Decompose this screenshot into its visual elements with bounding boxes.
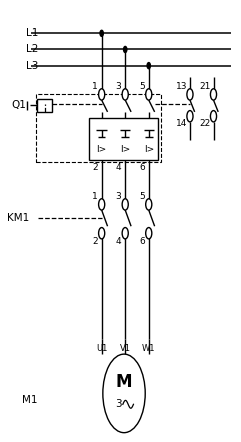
Circle shape (147, 63, 150, 69)
Text: 5: 5 (139, 193, 145, 202)
Text: W1: W1 (142, 344, 155, 353)
Circle shape (122, 199, 128, 210)
Circle shape (210, 110, 217, 122)
Text: 1: 1 (92, 82, 98, 91)
Bar (37, 99, 52, 112)
Text: V1: V1 (120, 344, 131, 353)
Text: I>: I> (120, 145, 130, 154)
Text: 4: 4 (116, 236, 121, 246)
Text: M: M (116, 373, 132, 392)
Text: KM1: KM1 (7, 213, 30, 222)
Circle shape (187, 89, 193, 100)
Text: 1: 1 (92, 193, 98, 202)
Text: 3: 3 (115, 399, 121, 409)
Text: 4: 4 (116, 163, 121, 172)
Text: L3: L3 (26, 61, 39, 71)
Text: Q1: Q1 (11, 100, 26, 110)
Text: 6: 6 (139, 236, 145, 246)
Text: U1: U1 (96, 344, 107, 353)
Text: M1: M1 (22, 395, 37, 405)
Circle shape (122, 89, 128, 100)
Circle shape (146, 199, 152, 210)
Circle shape (99, 228, 105, 239)
Circle shape (210, 89, 217, 100)
Circle shape (146, 228, 152, 239)
Text: I>: I> (97, 145, 107, 154)
Text: L1: L1 (26, 28, 39, 38)
Text: 22: 22 (199, 119, 211, 128)
Text: I>: I> (144, 145, 154, 154)
Text: 3: 3 (116, 82, 121, 91)
Circle shape (146, 89, 152, 100)
Text: 13: 13 (176, 82, 187, 91)
Circle shape (124, 46, 127, 53)
Circle shape (99, 89, 105, 100)
Bar (36, 95, 161, 162)
Text: 5: 5 (139, 82, 145, 91)
Circle shape (99, 199, 105, 210)
Text: 14: 14 (176, 119, 187, 128)
Text: 21: 21 (199, 82, 211, 91)
Text: 6: 6 (139, 163, 145, 172)
Circle shape (122, 228, 128, 239)
Circle shape (103, 354, 145, 433)
Text: 2: 2 (92, 236, 98, 246)
Text: 3: 3 (116, 193, 121, 202)
Text: 2: 2 (92, 163, 98, 172)
Text: L2: L2 (26, 45, 39, 54)
Circle shape (187, 110, 193, 122)
Bar (89, 118, 158, 160)
Circle shape (100, 30, 103, 36)
